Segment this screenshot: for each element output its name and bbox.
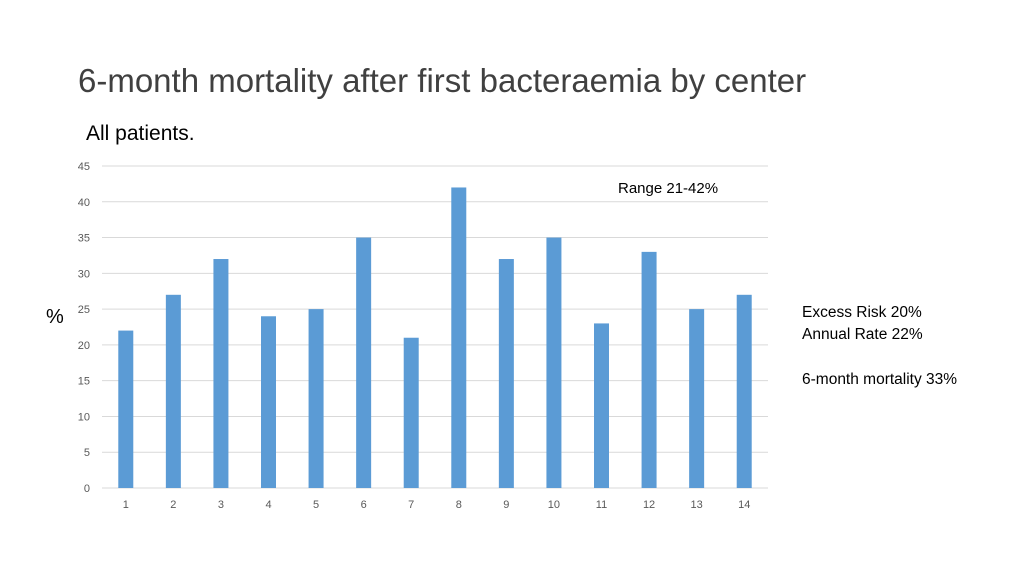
- y-tick-label: 5: [84, 447, 90, 459]
- x-tick-label: 10: [548, 499, 560, 511]
- bar-center-8: [451, 187, 467, 488]
- y-axis-label: %: [46, 306, 64, 328]
- summary-notes: Excess Risk 20% Annual Rate 22% 6-month …: [802, 302, 957, 391]
- x-tick-label: 5: [313, 499, 319, 511]
- chart-subtitle: All patients.: [86, 122, 195, 145]
- bar-center-6: [356, 237, 372, 488]
- x-tick-label: 11: [596, 499, 607, 511]
- x-tick-label: 8: [456, 499, 462, 511]
- x-tick-label: 7: [408, 499, 414, 511]
- y-tick-label: 25: [78, 304, 90, 316]
- y-tick-label: 45: [78, 161, 90, 173]
- x-tick-label: 3: [218, 499, 224, 511]
- bar-center-12: [641, 251, 657, 488]
- x-tick-label: 9: [503, 499, 509, 511]
- y-tick-label: 10: [78, 411, 90, 423]
- x-tick-label: 2: [170, 499, 176, 511]
- x-tick-label: 14: [738, 499, 750, 511]
- y-tick-label: 35: [78, 233, 90, 245]
- bar-center-14: [736, 294, 752, 488]
- bars: [118, 187, 752, 488]
- range-annotation: Range 21-42%: [618, 180, 718, 197]
- y-tick-label: 20: [78, 340, 90, 352]
- x-tick-label: 1: [123, 499, 129, 511]
- bar-center-2: [165, 294, 181, 488]
- x-tick-label: 13: [691, 499, 703, 511]
- gridlines: [102, 165, 768, 489]
- bar-center-10: [546, 237, 562, 488]
- y-tick-label: 15: [78, 376, 90, 388]
- x-tick-label: 12: [643, 499, 655, 511]
- x-axis-ticks: 1 2 3 4 5 6 7 8 9 10 11 12 13 14: [123, 499, 751, 511]
- bar-center-1: [118, 330, 134, 488]
- x-tick-label: 6: [361, 499, 367, 511]
- y-tick-label: 0: [84, 483, 90, 495]
- bar-center-13: [689, 309, 705, 488]
- bar-center-9: [498, 259, 514, 488]
- chart-title: 6-month mortality after first bacteraemi…: [78, 62, 807, 99]
- y-tick-label: 30: [78, 268, 90, 280]
- x-tick-label: 4: [265, 499, 271, 511]
- bar-center-5: [308, 309, 324, 488]
- bar-center-7: [403, 337, 419, 488]
- excess-risk-note: Excess Risk 20%: [802, 304, 922, 321]
- y-tick-label: 40: [78, 197, 90, 209]
- annual-rate-note: Annual Rate 22%: [802, 326, 923, 343]
- six-month-mortality-note: 6-month mortality 33%: [802, 371, 958, 388]
- bar-center-11: [594, 323, 609, 488]
- y-axis-ticks: 0 5 10 15 20 25 30 35 40 45: [78, 161, 90, 495]
- bar-center-3: [213, 259, 229, 488]
- notes-spacer: [802, 346, 957, 369]
- bar-center-4: [261, 316, 276, 488]
